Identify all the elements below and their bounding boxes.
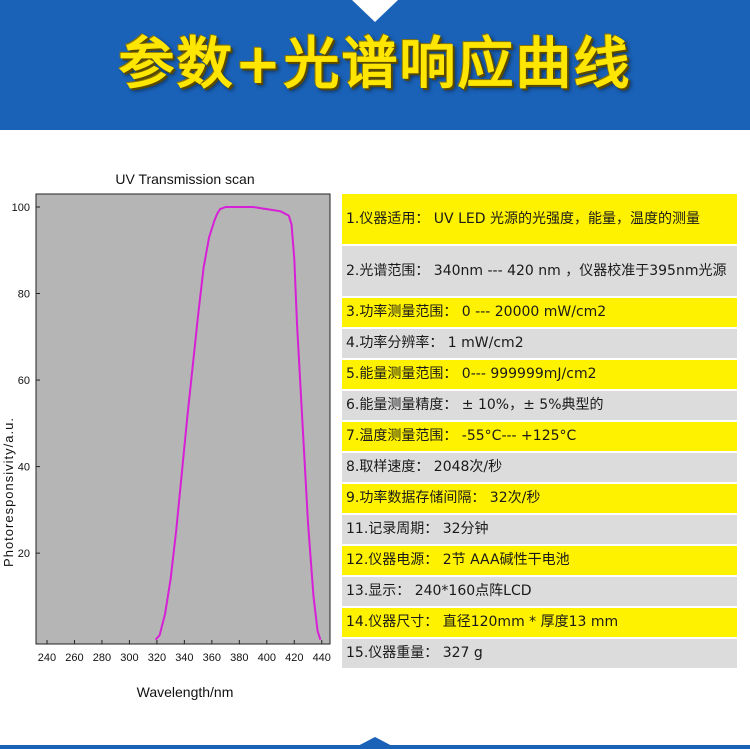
header-banner: 参数+光谱响应曲线 xyxy=(0,0,750,130)
spec-row: 7.温度测量范围： -55°C--- +125°C xyxy=(342,422,737,453)
plot-area xyxy=(35,193,331,645)
y-tick-label: 20 xyxy=(18,548,30,560)
x-tick-label: 380 xyxy=(230,652,248,664)
spec-text: 1.仪器适用： UV LED 光源的光强度，能量，温度的测量 xyxy=(346,210,700,227)
spec-row: 4.功率分辨率： 1 mW/cm2 xyxy=(342,329,737,360)
spec-table: 1.仪器适用： UV LED 光源的光强度，能量，温度的测量 2.光谱范围： 34… xyxy=(342,194,737,670)
x-tick-label: 300 xyxy=(120,652,138,664)
y-tick-label: 100 xyxy=(12,202,30,214)
x-tick-label: 280 xyxy=(93,652,111,664)
x-tick-label: 240 xyxy=(38,652,56,664)
spec-row: 9.功率数据存储间隔： 32次/秒 xyxy=(342,484,737,515)
x-tick-label: 440 xyxy=(313,652,331,664)
spec-row: 5.能量测量范围： 0--- 999999mJ/cm2 xyxy=(342,360,737,391)
y-tick-label: 40 xyxy=(18,462,30,474)
spec-text: 6.能量测量精度： ± 10%，± 5%典型的 xyxy=(346,397,604,413)
spec-text: 12.仪器电源： 2节 AAA碱性干电池 xyxy=(346,552,570,568)
banner-notch xyxy=(352,0,398,22)
spec-text: 8.取样速度： 2048次/秒 xyxy=(346,459,503,475)
chart-title: UV Transmission scan xyxy=(115,171,254,187)
spec-row: 1.仪器适用： UV LED 光源的光强度，能量，温度的测量 xyxy=(342,194,737,246)
transmission-series-line xyxy=(154,206,322,641)
spec-row: 2.光谱范围： 340nm --- 420 nm ，仪器校准于395nm光源 xyxy=(342,246,737,298)
spec-row: 3.功率测量范围： 0 --- 20000 mW/cm2 xyxy=(342,298,737,329)
y-tick-label: 80 xyxy=(18,289,30,301)
transmission-chart: UV Transmission scan 20 40 60 80 100 240 260 28… xyxy=(1,171,331,700)
spec-row: 14.仪器尺寸： 直径120mm * 厚度13 mm xyxy=(342,608,737,639)
y-tick-label: 60 xyxy=(18,375,30,387)
x-tick-label: 340 xyxy=(175,652,193,664)
spec-text: 3.功率测量范围： 0 --- 20000 mW/cm2 xyxy=(346,304,607,320)
x-axis-label: Wavelength/nm xyxy=(137,684,234,700)
x-tick-label: 320 xyxy=(148,652,166,664)
spec-row: 6.能量测量精度： ± 10%，± 5%典型的 xyxy=(342,391,737,422)
spec-text: 5.能量测量范围： 0--- 999999mJ/cm2 xyxy=(346,366,597,382)
page-title: 参数+光谱响应曲线 xyxy=(118,32,632,97)
y-axis-label: Photoresponsivity/a.u. xyxy=(1,417,16,567)
spec-text: 9.功率数据存储间隔： 32次/秒 xyxy=(346,490,541,506)
x-tick-label: 260 xyxy=(65,652,83,664)
spec-text: 11.记录周期： 32分钟 xyxy=(346,521,489,537)
spec-row: 8.取样速度： 2048次/秒 xyxy=(342,453,737,484)
spec-row: 12.仪器电源： 2节 AAA碱性干电池 xyxy=(342,546,737,577)
spec-text: 15.仪器重量： 327 g xyxy=(346,645,483,661)
chart-panel: UV Transmission scan 20 40 60 80 100 240 260 28… xyxy=(0,160,342,720)
x-tick-label: 400 xyxy=(258,652,276,664)
spec-text: 4.功率分辨率： 1 mW/cm2 xyxy=(346,335,524,351)
spec-row: 15.仪器重量： 327 g xyxy=(342,639,737,670)
spec-text: 13.显示： 240*160点阵LCD xyxy=(346,583,532,599)
spec-text: 7.温度测量范围： -55°C--- +125°C xyxy=(346,428,577,444)
spec-row: 13.显示： 240*160点阵LCD xyxy=(342,577,737,608)
footer-bar xyxy=(0,745,750,749)
x-tick-label: 360 xyxy=(203,652,221,664)
x-tick-label: 420 xyxy=(285,652,303,664)
spec-row: 11.记录周期： 32分钟 xyxy=(342,515,737,546)
spec-text: 2.光谱范围： 340nm --- 420 nm ，仪器校准于395nm光源 xyxy=(346,262,727,279)
spec-text: 14.仪器尺寸： 直径120mm * 厚度13 mm xyxy=(346,614,619,630)
